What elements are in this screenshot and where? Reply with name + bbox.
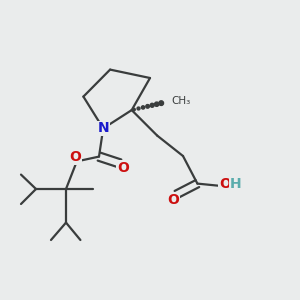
Text: N: N <box>98 122 109 135</box>
Circle shape <box>146 105 149 108</box>
Circle shape <box>141 106 145 109</box>
Text: O: O <box>219 177 231 190</box>
Circle shape <box>133 108 135 111</box>
Circle shape <box>159 101 164 105</box>
Circle shape <box>154 102 159 106</box>
Text: O: O <box>69 150 81 164</box>
Circle shape <box>150 103 154 107</box>
Text: O: O <box>167 193 179 207</box>
Text: H: H <box>230 177 242 190</box>
Circle shape <box>137 107 140 110</box>
Text: O: O <box>117 161 129 175</box>
Text: CH₃: CH₃ <box>171 96 190 106</box>
